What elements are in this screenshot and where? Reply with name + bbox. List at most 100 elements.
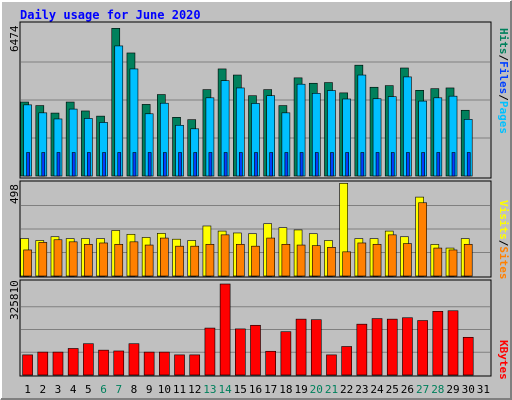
kbytes-bar-day-1 [22,354,33,376]
kbytes-bar-day-8 [128,343,140,376]
x-tick-label-day-6: 6 [100,383,107,396]
legend-entry: Visits [497,200,510,240]
kbytes-bar-day-24 [371,318,383,376]
bars-visits [20,183,473,277]
pages-bar-day-23 [360,152,365,177]
sites-bar-day-1 [23,249,32,277]
bars-hits [20,28,473,177]
legend-hits-files-pages: Hits/Files/Pages [497,28,510,134]
x-tick-label-day-5: 5 [85,383,92,396]
kbytes-bar-day-9 [143,351,155,376]
pages-bar-day-2 [41,152,46,177]
x-tick-label-day-28: 28 [431,383,444,396]
pages-bar-day-27 [421,152,425,177]
x-tick-label-day-8: 8 [131,383,138,396]
panel-visits: 498 Visits/Sites [8,180,510,280]
kbytes-bar-day-21 [326,354,337,376]
chart-title: Daily usage for June 2020 [20,8,201,22]
x-tick-label-day-4: 4 [70,383,77,396]
pages-bar-day-18 [284,152,289,177]
kbytes-bar-day-6 [98,349,109,376]
pages-bar-day-26 [406,152,410,177]
sites-bar-day-25 [387,234,397,277]
pages-bar-day-28 [436,152,441,177]
kbytes-bar-day-4 [67,348,79,376]
sites-bar-day-24 [372,243,382,277]
pages-bar-day-3 [56,152,61,177]
x-tick-label-day-29: 29 [446,383,459,396]
kbytes-bar-day-29 [447,310,459,376]
x-tick-label-day-22: 22 [340,383,353,396]
kbytes-bar-day-19 [295,318,307,376]
sites-bar-day-20 [311,245,321,277]
kbytes-bar-day-15 [235,328,246,376]
sites-bar-day-11 [175,245,184,277]
pages-bar-day-24 [375,152,380,177]
kbytes-bar-day-27 [417,320,428,376]
kbytes-bar-day-14 [219,283,231,376]
kbytes-bar-day-17 [265,350,276,376]
pages-bar-day-30 [466,152,471,177]
x-tick-label-day-31: 31 [477,383,490,396]
y-axis-label-hits: 6474 [8,25,21,52]
sites-bar-day-23 [357,242,367,277]
sites-bar-day-3 [53,239,63,277]
x-tick-label-day-27: 27 [416,383,429,396]
legend-visits-sites: Visits/Sites [497,200,510,280]
kbytes-bar-day-2 [37,351,49,376]
kbytes-bar-day-18 [280,331,292,376]
sites-bar-day-18 [281,243,291,277]
x-tick-label-day-23: 23 [355,383,368,396]
sites-bar-day-13 [205,243,215,277]
pages-bar-day-10 [163,152,167,177]
kbytes-bar-day-28 [432,311,444,376]
sites-bar-day-27 [418,202,427,277]
x-tick-label-day-30: 30 [462,383,475,396]
sites-bar-day-6 [99,242,108,277]
sites-bar-day-21 [327,247,336,277]
pages-bar-day-7 [117,152,122,177]
sites-bar-day-28 [433,247,443,277]
pages-bar-day-8 [132,152,137,177]
pages-bar-day-5 [87,152,91,177]
pages-bar-day-4 [71,152,76,177]
pages-bar-day-22 [345,152,349,177]
pages-bar-day-25 [390,152,395,177]
pages-bar-day-6 [102,152,106,177]
legend-kbytes: KBytes [497,340,510,380]
kbytes-bar-day-11 [174,354,185,376]
sites-bar-day-7 [114,243,124,277]
x-tick-label-day-26: 26 [401,383,414,396]
sites-bar-day-17 [266,237,275,277]
pages-bar-day-19 [299,152,304,177]
pages-bar-day-12 [193,152,198,177]
kbytes-bar-day-23 [356,323,368,376]
x-tick-label-day-11: 11 [173,383,186,396]
sites-bar-day-5 [84,243,93,277]
pages-bar-day-20 [314,152,319,177]
kbytes-bar-day-5 [83,343,94,376]
x-tick-label-day-16: 16 [249,383,262,396]
x-axis-day-labels: 1 2 3 4 5 6 7 8 9 10 11 12 13 14 15 16 17 18 19 20 21 22 23 24 2… [24,383,490,396]
x-tick-label-day-21: 21 [325,383,338,396]
y-axis-label-kbytes: 325810 [8,280,21,320]
sites-bar-day-16 [251,245,260,277]
x-tick-label-day-25: 25 [386,383,399,396]
x-tick-label-day-7: 7 [115,383,122,396]
legend-entry: / [497,94,510,101]
x-tick-label-day-24: 24 [370,383,384,396]
legend-entry: Pages [497,101,510,134]
legend-entry: / [497,55,510,62]
kbytes-bar-day-30 [462,336,474,376]
sites-bar-day-12 [190,245,200,277]
sites-bar-day-8 [129,241,139,277]
legend-entry: / [497,240,510,247]
x-tick-label-day-15: 15 [234,383,247,396]
x-tick-label-day-19: 19 [294,383,307,396]
sites-bar-day-2 [38,242,48,277]
pages-bar-day-11 [178,152,182,177]
x-tick-label-day-9: 9 [146,383,153,396]
sites-bar-day-22 [342,251,351,277]
